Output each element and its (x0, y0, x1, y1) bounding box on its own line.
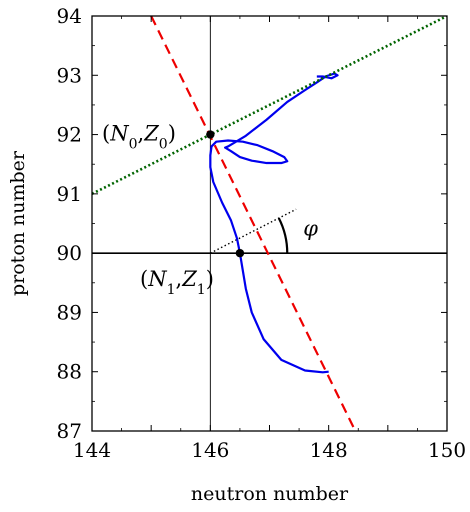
x-tick-label: 148 (310, 438, 348, 462)
point-label-n1-z1: (N1,Z1) (140, 267, 214, 298)
y-tick-label: 91 (57, 182, 82, 206)
series-line-solid (209, 72, 339, 374)
angle-phi-label: φ (303, 216, 318, 240)
phi-angle-arc (277, 217, 289, 254)
phi-reference-line (210, 208, 297, 254)
x-tick-label: 144 (73, 438, 111, 462)
x-tick-labels: 144 146 148 150 (73, 438, 466, 462)
series-line-dotted (92, 16, 447, 196)
series-line-dashed (150, 16, 357, 431)
plot-frame (91, 15, 448, 432)
y-tick-label: 88 (57, 360, 82, 384)
y-tick-label: 89 (57, 300, 82, 324)
plot-content (92, 16, 447, 431)
y-tick-label: 93 (57, 63, 82, 87)
x-axis-title: neutron number (191, 483, 349, 505)
x-tick-label: 150 (428, 438, 466, 462)
point-label-n0-z0: (N0,Z0) (102, 122, 176, 153)
marker-point-0 (206, 130, 215, 139)
y-tick-label: 87 (57, 419, 82, 443)
y-tick-label: 90 (57, 241, 82, 265)
y-tick-labels: 87 88 89 90 91 92 93 94 (57, 4, 82, 443)
y-axis-title: proton number (7, 150, 29, 296)
axis-ticks (91, 15, 448, 432)
marker-point-1 (235, 248, 245, 258)
y-tick-label: 94 (57, 4, 82, 28)
x-tick-label: 146 (191, 438, 229, 462)
y-tick-label: 92 (57, 123, 82, 147)
